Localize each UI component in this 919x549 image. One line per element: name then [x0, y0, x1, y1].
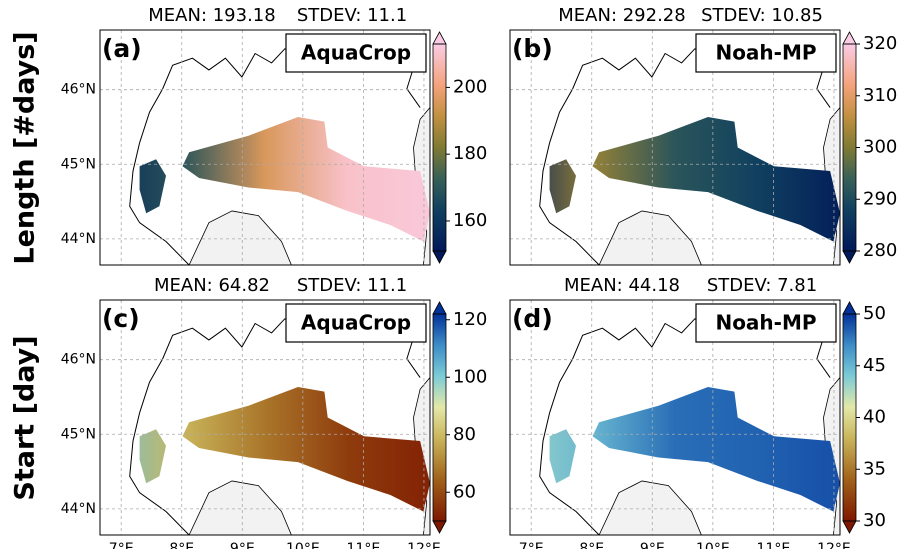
colorbar-extend — [432, 250, 447, 264]
colorbar-tick-label: 290 — [863, 188, 897, 209]
field-region — [182, 116, 430, 242]
colorbar — [433, 44, 446, 251]
model-box — [285, 33, 427, 73]
colorbar — [843, 44, 856, 251]
stdev-stat: STDEV: 11.1 — [297, 5, 407, 26]
sea — [598, 210, 702, 265]
field-region — [549, 429, 576, 484]
colorbar-tick-label: 35 — [863, 458, 886, 479]
axes-frame — [509, 29, 841, 266]
colorbar-tick-label: 200 — [453, 76, 487, 97]
model-name: AquaCrop — [301, 311, 411, 335]
x-tick-label: 9°E — [640, 541, 665, 549]
y-tick-label: 44°N — [61, 501, 96, 517]
colorbar-tick-label: 180 — [453, 143, 487, 164]
panel-label: (d) — [512, 304, 553, 333]
panel-label: (c) — [102, 304, 140, 333]
x-tick-label: 8°E — [169, 541, 194, 549]
field-region — [139, 429, 166, 484]
country-border — [129, 142, 190, 265]
axes-frame — [509, 299, 841, 536]
row-label: Start [day] — [10, 335, 41, 500]
y-tick-label: 45°N — [61, 426, 96, 442]
x-tick-label: 12°E — [407, 541, 441, 549]
country-border — [129, 412, 190, 535]
colorbar — [843, 314, 856, 521]
colorbar-tick-label: 50 — [863, 303, 886, 324]
colorbar-extend — [842, 250, 857, 264]
colorbar-tick-label: 310 — [863, 85, 897, 106]
y-tick-label: 44°N — [61, 231, 96, 247]
map-panel — [539, 313, 840, 535]
x-tick-label: 11°E — [757, 541, 791, 549]
mean-stat: MEAN: 64.82 — [154, 275, 270, 296]
model-name: AquaCrop — [301, 41, 411, 65]
colorbar-tick-label: 300 — [863, 137, 897, 158]
axes-frame — [99, 299, 431, 536]
mean-stat: MEAN: 44.18 — [564, 275, 680, 296]
model-box — [695, 303, 837, 343]
colorbar-tick-label: 320 — [863, 33, 897, 54]
sea — [598, 480, 702, 535]
colorbar-extend — [432, 31, 447, 45]
y-tick-label: 46°N — [61, 82, 96, 98]
model-box — [695, 33, 837, 73]
field-region — [139, 159, 166, 214]
panel-label: (a) — [102, 34, 142, 63]
colorbar-extend — [432, 301, 447, 315]
colorbar-frame — [432, 313, 447, 522]
map-panel — [129, 43, 430, 265]
colorbar-extend — [842, 301, 857, 315]
stdev-stat: STDEV: 7.81 — [707, 275, 817, 296]
x-tick-label: 7°E — [109, 541, 134, 549]
field-region — [592, 116, 840, 242]
sea — [188, 480, 292, 535]
mean-stat: MEAN: 292.28 — [558, 5, 685, 26]
stdev-stat: STDEV: 10.85 — [701, 5, 823, 26]
mean-stat: MEAN: 193.18 — [148, 5, 275, 26]
axes-frame — [99, 29, 431, 266]
colorbar-tick-label: 120 — [453, 309, 487, 330]
stdev-stat: STDEV: 11.1 — [297, 275, 407, 296]
x-tick-label: 10°E — [696, 541, 730, 549]
country-border — [539, 412, 600, 535]
colorbar-tick-label: 100 — [453, 366, 487, 387]
x-tick-label: 7°E — [519, 541, 544, 549]
x-tick-label: 11°E — [347, 541, 381, 549]
colorbar-frame — [432, 43, 447, 252]
x-tick-label: 9°E — [230, 541, 255, 549]
field-region — [549, 159, 576, 214]
model-name: Noah-MP — [715, 311, 816, 335]
colorbar-tick-label: 60 — [453, 481, 476, 502]
field-region — [592, 386, 840, 512]
colorbar-tick-label: 80 — [453, 424, 476, 445]
colorbar-tick-label: 30 — [863, 510, 886, 531]
y-tick-label: 45°N — [61, 156, 96, 172]
colorbar-tick-label: 40 — [863, 407, 886, 428]
colorbar-extend — [842, 31, 857, 45]
colorbar — [433, 314, 446, 521]
row-label: Length [#days] — [10, 31, 41, 264]
colorbar-tick-label: 280 — [863, 240, 897, 261]
x-tick-label: 8°E — [579, 541, 604, 549]
country-border — [539, 142, 600, 265]
map-panel — [539, 43, 840, 265]
x-tick-label: 12°E — [817, 541, 851, 549]
panel-label: (b) — [512, 34, 553, 63]
field-region — [182, 386, 430, 512]
colorbar-extend — [432, 520, 447, 534]
colorbar-extend — [842, 520, 857, 534]
y-tick-label: 46°N — [61, 352, 96, 368]
colorbar-tick-label: 160 — [453, 210, 487, 231]
model-box — [285, 303, 427, 343]
map-panel — [129, 313, 430, 535]
colorbar-tick-label: 45 — [863, 355, 886, 376]
x-tick-label: 10°E — [286, 541, 320, 549]
sea — [188, 210, 292, 265]
model-name: Noah-MP — [715, 41, 816, 65]
